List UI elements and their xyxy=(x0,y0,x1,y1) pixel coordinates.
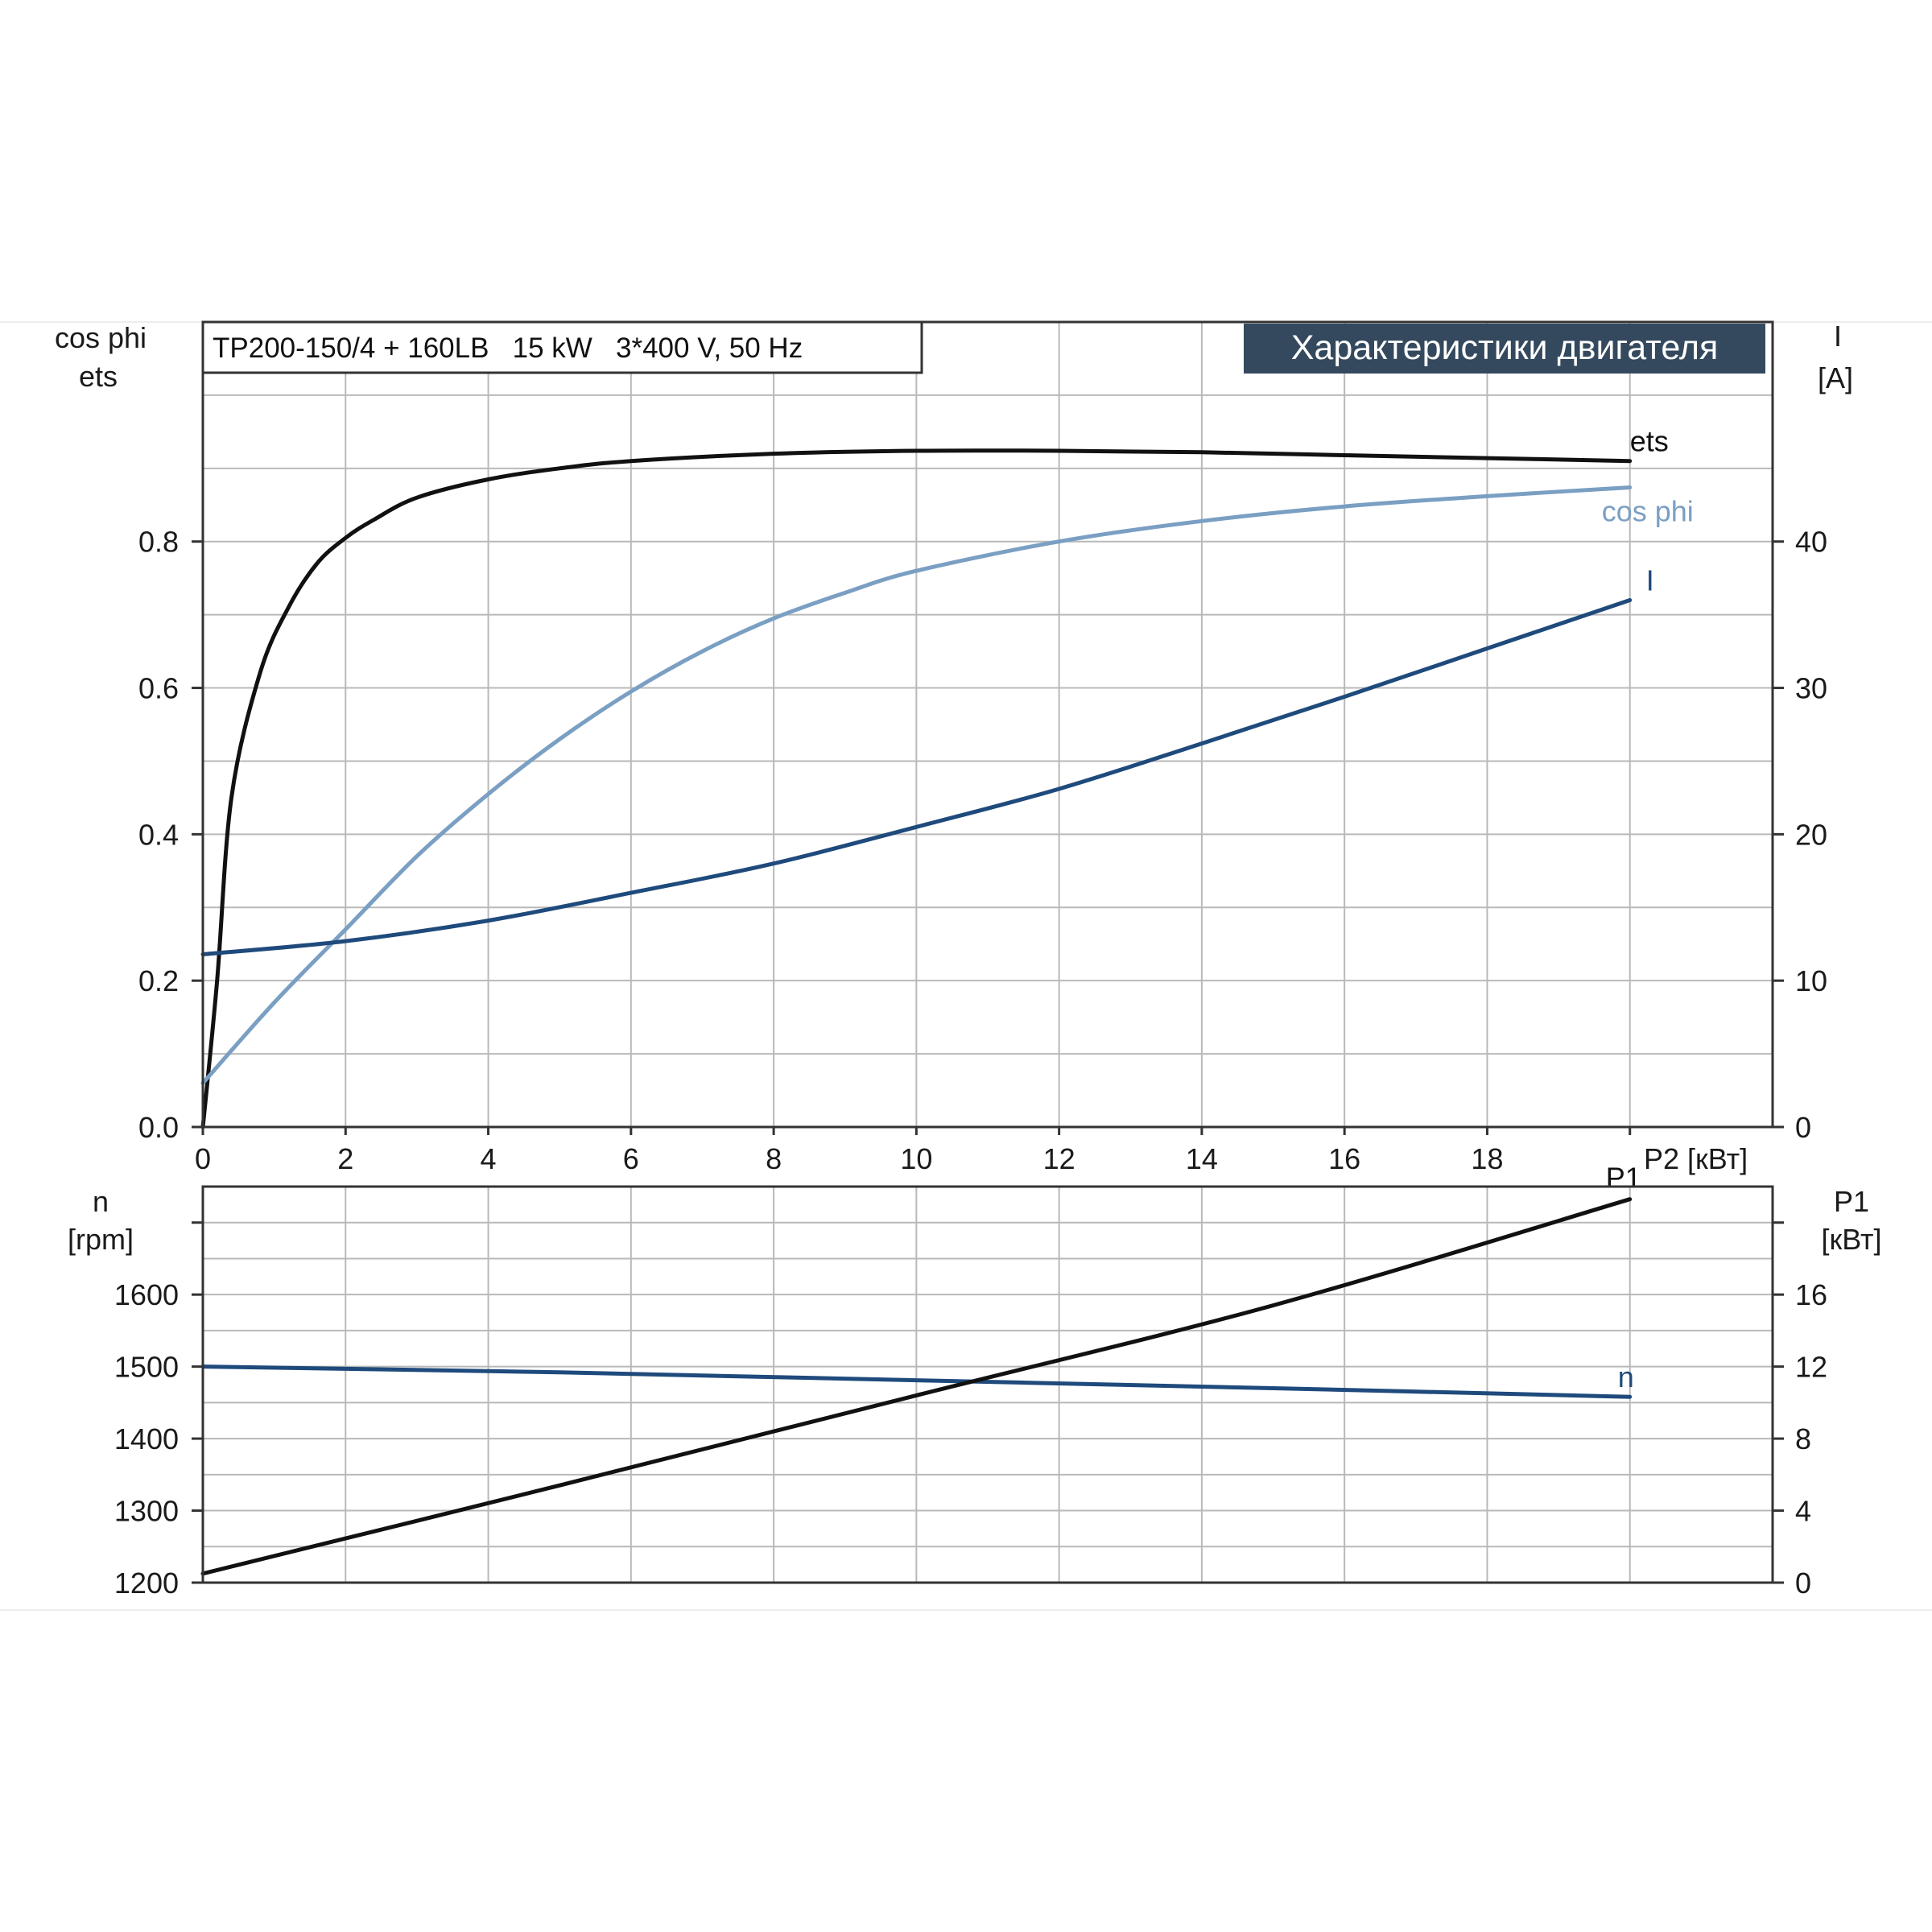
ets-curve-label: ets xyxy=(1630,425,1669,458)
x-tick-label: 2 xyxy=(337,1142,353,1175)
x-tick-label: 4 xyxy=(481,1142,497,1175)
lower-series: n P1 xyxy=(200,1162,1641,1576)
upper-ticks: 0 2 4 6 8 10 12 14 16 18 0.0 0.2 0.4 0.6 0.8 0 10 20 30 40 xyxy=(138,526,1827,1175)
right-y-tick-label: 0 xyxy=(1795,1111,1811,1144)
x-tick-label: 12 xyxy=(1043,1142,1075,1175)
lower-right-y-tick-label: 12 xyxy=(1795,1351,1827,1384)
model-info-text: TP200-150/4 + 160LB 15 kW 3*400 V, 50 Hz xyxy=(213,332,803,364)
p1-line-label: P1 xyxy=(1606,1162,1641,1195)
lower-left-y-tick-label: 1300 xyxy=(114,1495,179,1528)
lower-left-axis-label-rpm: [rpm] xyxy=(68,1223,134,1256)
right-y-tick-label: 30 xyxy=(1795,672,1827,705)
x-tick-label: 14 xyxy=(1186,1142,1218,1175)
x-tick-label: 16 xyxy=(1328,1142,1360,1175)
cos-phi-curve xyxy=(200,485,1633,1085)
current-curve-label: I xyxy=(1646,564,1654,597)
left-y-tick-label: 0.8 xyxy=(138,526,179,559)
x-tick-label: 18 xyxy=(1471,1142,1503,1175)
right-y-tick-label: 20 xyxy=(1795,818,1827,851)
lower-grid xyxy=(203,1187,1773,1583)
lower-right-y-tick-label: 4 xyxy=(1795,1495,1811,1528)
right-y-tick-label: 10 xyxy=(1795,964,1827,997)
lower-ticks: 1200 1300 1400 1500 1600 0 4 8 12 16 xyxy=(114,1221,1827,1600)
model-info-box xyxy=(201,320,923,374)
left-y-tick-label: 0.6 xyxy=(138,672,179,705)
x-tick-label: 10 xyxy=(900,1142,932,1175)
x-tick-label: 0 xyxy=(195,1142,211,1175)
left-y-tick-label: 0.0 xyxy=(138,1111,179,1144)
lower-right-y-tick-label: 8 xyxy=(1795,1422,1811,1455)
cos-phi-curve-label: cos phi xyxy=(1602,494,1694,527)
lower-plot-frame xyxy=(201,1185,1774,1584)
upper-grid xyxy=(202,322,1773,1127)
ets-curve xyxy=(200,448,1633,1129)
lower-left-y-tick-label: 1600 xyxy=(114,1278,179,1311)
chart-title: Характеристики двигателя xyxy=(1291,328,1719,367)
lower-right-y-tick-label: 16 xyxy=(1795,1278,1827,1311)
lower-left-y-tick-label: 1200 xyxy=(114,1567,179,1600)
lower-right-axis-label-kw: [кВт] xyxy=(1821,1223,1881,1256)
upper-series: ets cos phi I xyxy=(200,425,1694,1129)
x-axis-label: P2 [кВт] xyxy=(1644,1142,1748,1175)
chart-title-badge xyxy=(1244,324,1765,374)
left-axis-label-ets: ets xyxy=(79,360,118,393)
p1-line xyxy=(200,1197,1633,1576)
left-axis-label-cosphi: cos phi xyxy=(55,321,147,354)
right-axis-label-i: I xyxy=(1834,320,1842,353)
x-tick-label: 8 xyxy=(766,1142,782,1175)
left-y-tick-label: 0.4 xyxy=(138,818,179,851)
upper-plot-frame xyxy=(201,320,1774,1129)
x-tick-label: 6 xyxy=(623,1142,639,1175)
lower-left-y-tick-label: 1400 xyxy=(114,1422,179,1455)
lower-right-axis-label-p1: P1 xyxy=(1834,1185,1869,1218)
current-curve xyxy=(200,598,1633,956)
lower-right-y-tick-label: 0 xyxy=(1795,1567,1811,1600)
right-axis-label-a: [A] xyxy=(1818,361,1853,394)
speed-line-label: n xyxy=(1618,1360,1634,1393)
lower-left-axis-label-n: n xyxy=(93,1185,109,1218)
left-y-tick-label: 0.2 xyxy=(138,964,179,997)
speed-line xyxy=(200,1364,1633,1399)
right-y-tick-label: 40 xyxy=(1795,526,1827,559)
lower-left-y-tick-label: 1500 xyxy=(114,1351,179,1384)
